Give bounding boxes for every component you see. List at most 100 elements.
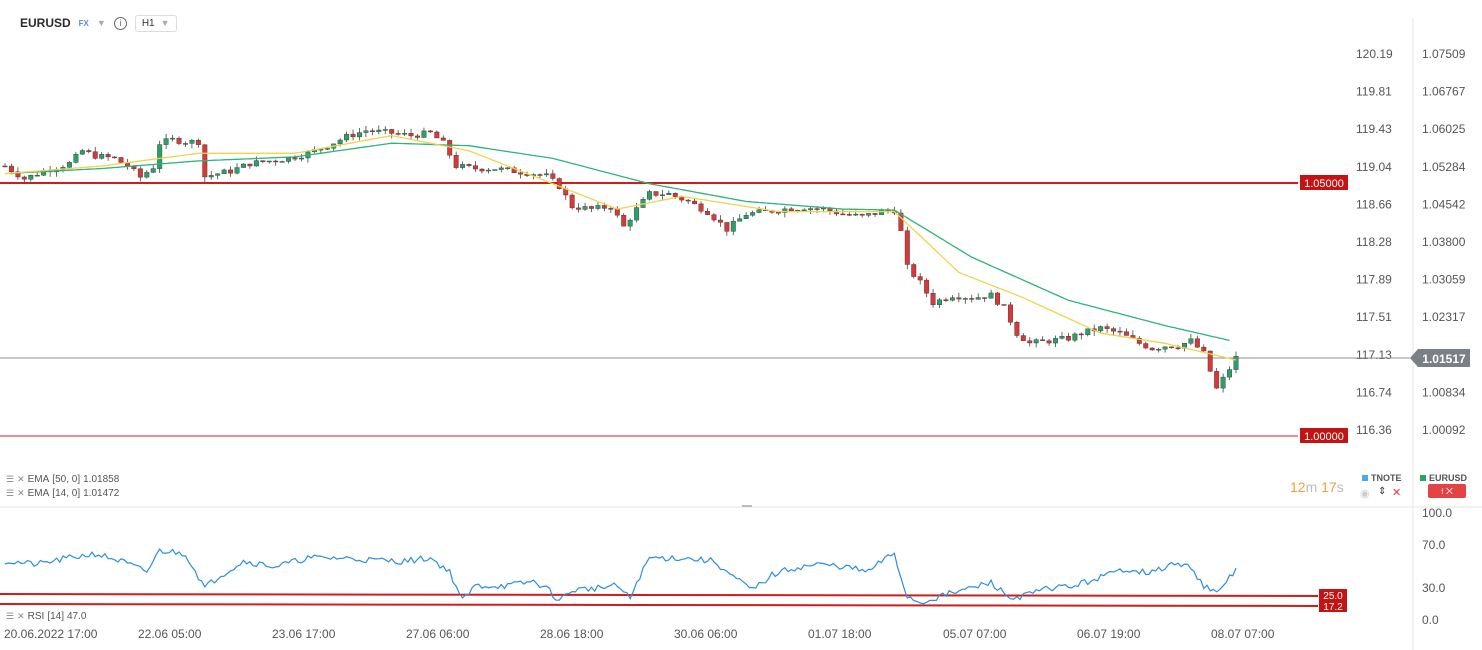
rsi-params: [14] (47, 611, 64, 622)
candle-body (253, 160, 259, 167)
candle-body (943, 299, 949, 301)
right-axis-label: 1.07509 (1422, 47, 1466, 61)
candle-body (576, 207, 582, 210)
tnote-symbol-tag[interactable]: TNOTE (1362, 473, 1402, 483)
candle-body (685, 199, 691, 202)
tnote-color-icon (1362, 475, 1368, 481)
left-axis-label: 117.13 (1356, 348, 1392, 362)
x-axis-label: 22.06 05:00 (138, 627, 202, 641)
settings-icon[interactable]: ☰ (6, 611, 15, 621)
candle-body (1169, 346, 1175, 349)
x-axis-label: 27.06 06:00 (406, 627, 470, 641)
current-price-tag (1410, 349, 1470, 367)
level-tag-upper-text: 1.05000 (1304, 178, 1344, 190)
level-tag-upper (1300, 175, 1348, 190)
candle-body (1188, 338, 1194, 344)
candle-body (92, 151, 98, 159)
candle-body (2, 165, 8, 168)
candle-body (1214, 371, 1220, 389)
candle-body (1111, 328, 1117, 332)
candle-body (337, 139, 343, 145)
candle-body (473, 165, 478, 170)
candle-body (801, 209, 807, 212)
candle-body (653, 191, 659, 196)
eurusd-symbol-tag[interactable]: EURUSD (1420, 473, 1467, 483)
candle-body (911, 264, 917, 277)
right-axis-label: 1.06025 (1422, 122, 1466, 136)
symbol-name[interactable]: EURUSD (20, 16, 71, 30)
candle-body (814, 208, 820, 210)
remove-indicator-icon[interactable]: ✕ (17, 611, 25, 621)
rsi-line (4, 547, 1237, 605)
candle-body (208, 175, 214, 178)
reorder-icon[interactable]: ⇕ (1378, 486, 1387, 497)
right-axis-label: 1.06767 (1422, 85, 1466, 99)
candle-body (279, 161, 285, 163)
candle-body (131, 166, 137, 169)
chevron-down-icon: ▼ (160, 17, 170, 28)
settings-icon[interactable]: ☰ (6, 474, 15, 484)
rsi-axis-label: 100.0 (1422, 506, 1452, 520)
candle-body (1136, 338, 1142, 344)
candle-body (904, 230, 910, 265)
candle-body (1078, 333, 1084, 336)
left-axis-label: 117.51 (1356, 310, 1392, 324)
candle-body (840, 213, 846, 216)
candle-body (956, 297, 962, 300)
candle-body (118, 157, 124, 163)
eye-icon[interactable]: ◉ (1360, 488, 1370, 500)
settings-icon[interactable]: ☰ (6, 488, 15, 498)
candle-body (1033, 339, 1039, 344)
candle-body (659, 194, 665, 196)
candle-body (898, 212, 904, 231)
ema14-line (4, 134, 1237, 361)
level-tag-lower (1300, 428, 1348, 443)
left-axis-label: 119.81 (1356, 85, 1392, 99)
left-axis-label: 120.19 (1356, 47, 1393, 61)
close-icon[interactable]: ✕ (1392, 487, 1402, 499)
candle-body (1007, 304, 1013, 323)
candle-style-close-button[interactable]: ⟊ ✕ (1428, 484, 1466, 498)
candle-body (221, 169, 227, 174)
candle-body (299, 157, 304, 160)
right-axis-label: 1.03059 (1422, 273, 1466, 287)
candle-body (1020, 335, 1026, 341)
candle-body (1123, 331, 1129, 336)
candle-body (170, 137, 176, 140)
timeframe-select[interactable]: H1 ▼ (134, 14, 177, 32)
candle-body (363, 130, 369, 133)
candle-body (595, 205, 601, 209)
candle-body (176, 137, 182, 144)
candle-body (498, 167, 504, 170)
candle-body (569, 194, 575, 209)
candle-body (750, 212, 756, 216)
candle-body (324, 148, 330, 150)
candle-body (1220, 376, 1226, 389)
right-axis-label: 1.00834 (1422, 385, 1466, 399)
candle-body (73, 153, 79, 163)
ema50-legend: ☰ ✕ EMA [50, 0] 1.01858 (6, 474, 119, 485)
candle-body (937, 299, 942, 306)
candle-body (853, 213, 859, 216)
candle-body (415, 135, 420, 138)
candle-body (1117, 330, 1123, 333)
candle-body (988, 292, 994, 299)
info-icon[interactable]: i (113, 16, 127, 30)
remove-indicator-icon[interactable]: ✕ (17, 474, 25, 484)
candle-body (66, 162, 72, 168)
rsi-tag-lower (1319, 600, 1347, 612)
candle-body (189, 140, 195, 144)
remove-indicator-icon[interactable]: ✕ (17, 488, 25, 498)
symbol-dropdown-icon[interactable]: ▼ (96, 18, 106, 28)
left-axis-label: 116.36 (1356, 423, 1392, 437)
candle-body (1233, 355, 1239, 370)
candle-body (1059, 336, 1065, 339)
right-axis-label: 1.04542 (1422, 197, 1466, 211)
candle-body (666, 192, 672, 195)
candle-body (601, 205, 607, 209)
candle-body (460, 164, 466, 168)
candle-body (730, 221, 736, 232)
candle-body (556, 178, 562, 189)
candle-body (543, 173, 549, 176)
